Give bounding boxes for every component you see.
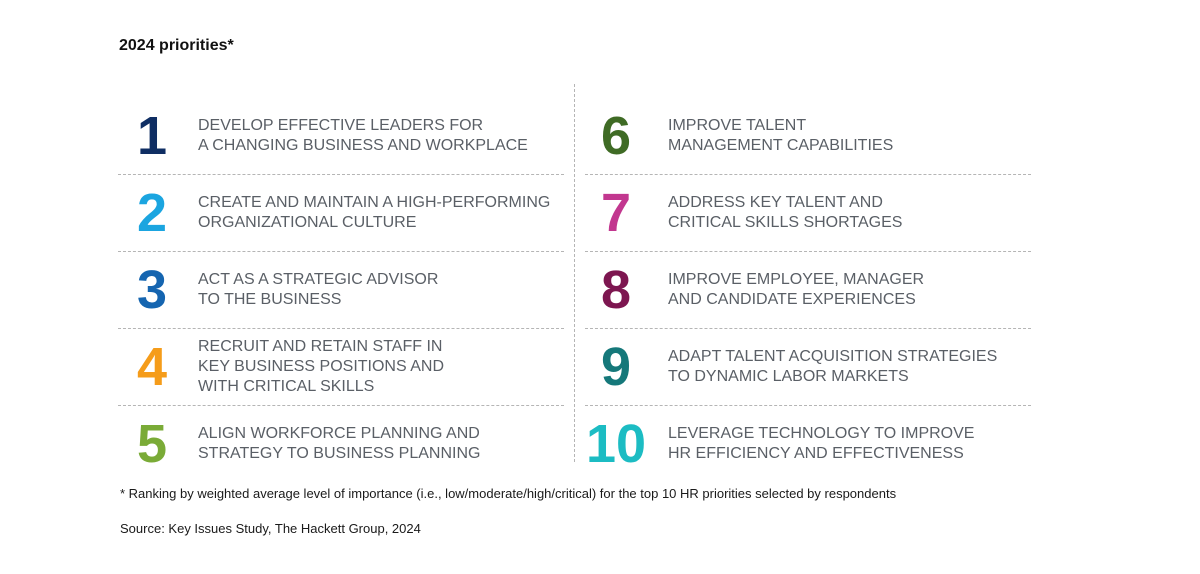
priority-number: 8 [600, 260, 632, 320]
priority-number: 6 [600, 106, 632, 166]
priority-text: ADAPT TALENT ACQUISITION STRATEGIES TO D… [668, 348, 998, 385]
priority-text: RECRUIT AND RETAIN STAFF IN KEY BUSINESS… [198, 338, 444, 395]
priority-item: 9 ADAPT TALENT ACQUISITION STRATEGIES TO… [585, 329, 1031, 406]
priority-item: 10 LEVERAGE TECHNOLOGY TO IMPROVE HR EFF… [585, 406, 1031, 482]
priority-number: 3 [136, 260, 168, 320]
priority-number: 7 [600, 183, 632, 243]
priority-item: 1 DEVELOP EFFECTIVE LEADERS FOR A CHANGI… [118, 98, 564, 175]
priority-number: 4 [136, 337, 168, 397]
priorities-column-left: 1 DEVELOP EFFECTIVE LEADERS FOR A CHANGI… [118, 98, 564, 482]
footnote: * Ranking by weighted average level of i… [120, 486, 897, 501]
priority-item: 8 IMPROVE EMPLOYEE, MANAGER AND CANDIDAT… [585, 252, 1031, 329]
priority-number: 9 [600, 337, 632, 397]
priority-text: CREATE AND MAINTAIN A HIGH-PERFORMING OR… [198, 194, 551, 231]
page-title: 2024 priorities* [119, 37, 234, 54]
priority-item: 7 ADDRESS KEY TALENT AND CRITICAL SKILLS… [585, 175, 1031, 252]
priority-text: ALIGN WORKFORCE PLANNING AND STRATEGY TO… [198, 425, 481, 462]
priority-number: 10 [585, 414, 647, 474]
source-note: Source: Key Issues Study, The Hackett Gr… [120, 521, 421, 536]
priority-number: 5 [136, 414, 168, 474]
priority-item: 2 CREATE AND MAINTAIN A HIGH-PERFORMING … [118, 175, 564, 252]
priority-text: IMPROVE TALENT MANAGEMENT CAPABILITIES [668, 117, 894, 154]
priority-text: DEVELOP EFFECTIVE LEADERS FOR A CHANGING… [198, 117, 528, 154]
priority-text: ACT AS A STRATEGIC ADVISOR TO THE BUSINE… [198, 271, 439, 308]
priority-item: 5 ALIGN WORKFORCE PLANNING AND STRATEGY … [118, 406, 564, 482]
priorities-column-right: 6 IMPROVE TALENT MANAGEMENT CAPABILITIES… [585, 98, 1031, 482]
priority-text: LEVERAGE TECHNOLOGY TO IMPROVE HR EFFICI… [668, 425, 975, 462]
column-divider [574, 84, 575, 462]
priority-number: 1 [136, 106, 168, 166]
priority-item: 6 IMPROVE TALENT MANAGEMENT CAPABILITIES [585, 98, 1031, 175]
priority-item: 4 RECRUIT AND RETAIN STAFF IN KEY BUSINE… [118, 329, 564, 406]
priority-text: ADDRESS KEY TALENT AND CRITICAL SKILLS S… [668, 194, 903, 231]
priorities-grid: 1 DEVELOP EFFECTIVE LEADERS FOR A CHANGI… [118, 84, 1031, 474]
priority-text: IMPROVE EMPLOYEE, MANAGER AND CANDIDATE … [668, 271, 925, 308]
priority-item: 3 ACT AS A STRATEGIC ADVISOR TO THE BUSI… [118, 252, 564, 329]
priority-number: 2 [136, 183, 168, 243]
